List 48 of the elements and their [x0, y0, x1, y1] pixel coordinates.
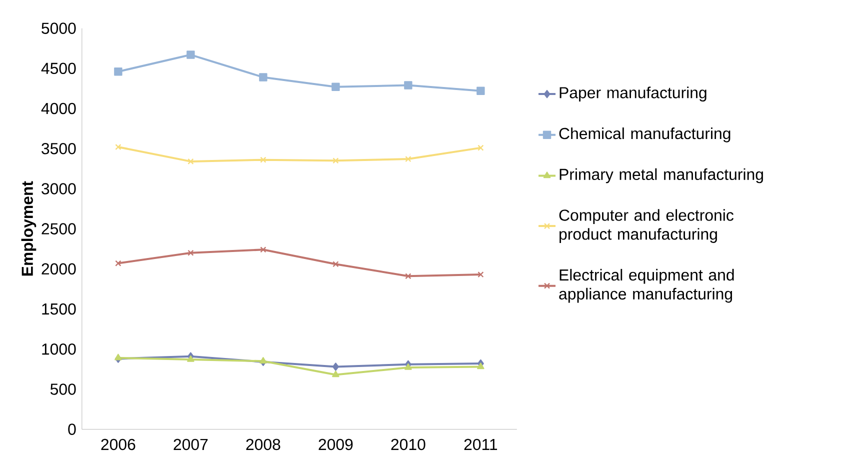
point — [187, 355, 194, 362]
x-tick-label: 2011 — [464, 438, 498, 450]
point — [115, 144, 122, 150]
point — [188, 158, 194, 165]
point — [405, 156, 412, 162]
x-tick-label: 2008 — [246, 438, 280, 450]
point — [478, 144, 484, 151]
x-tick-label: 2007 — [174, 438, 208, 450]
point — [476, 86, 485, 95]
legend-label: Electrical equipment and appliance manufacturing — [559, 268, 734, 303]
point — [477, 362, 484, 370]
point — [332, 261, 339, 268]
y-axis-title: Employment — [21, 181, 36, 276]
point — [114, 354, 122, 360]
legend-label: Primary metal manufacturing — [560, 168, 763, 184]
point — [332, 158, 339, 164]
point — [332, 362, 339, 371]
point — [404, 81, 412, 90]
point — [188, 250, 194, 256]
point — [186, 50, 195, 59]
y-tick-label: 5000 — [42, 22, 76, 34]
point — [114, 68, 122, 76]
point — [260, 246, 266, 253]
y-tick-label: 1500 — [42, 303, 76, 315]
point — [115, 260, 122, 266]
x-tick-label: 2006 — [101, 438, 136, 450]
point — [260, 357, 267, 364]
y-tick-label: 4000 — [41, 102, 76, 114]
y-tick-label: 4500 — [41, 62, 76, 74]
point — [259, 73, 268, 82]
legend-label: Computer and electronic product manufacturing — [559, 209, 734, 243]
x-tick-label: 2010 — [391, 438, 426, 450]
point — [405, 273, 412, 280]
y-tick-label: 2000 — [42, 263, 76, 275]
y-tick-label: 0 — [68, 424, 76, 435]
point — [332, 370, 340, 378]
point — [404, 363, 412, 370]
legend-label: Chemical manufacturing — [559, 127, 730, 142]
legend-label: Paper manufacturing — [560, 86, 706, 102]
y-tick-label: 1000 — [42, 343, 76, 355]
y-tick-label: 500 — [50, 384, 76, 395]
point — [478, 271, 484, 278]
y-tick-label: 3500 — [42, 142, 76, 154]
y-tick-label: 2500 — [42, 223, 76, 234]
x-tick-label: 2009 — [318, 438, 353, 450]
y-tick-label: 3000 — [42, 183, 76, 194]
point — [332, 82, 340, 91]
point — [260, 156, 266, 163]
